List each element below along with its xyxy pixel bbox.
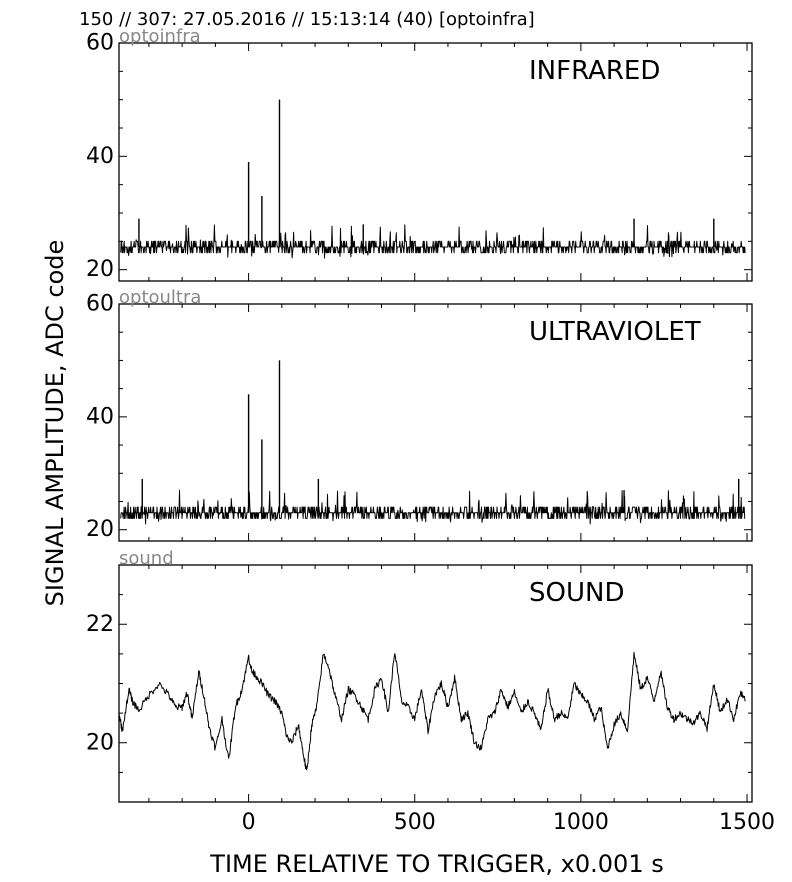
- y-tick-label: 20: [86, 257, 114, 282]
- figure-header: 150 // 307: 27.05.2016 // 15:13:14 (40) …: [79, 9, 535, 30]
- y-tick-label: 22: [86, 612, 114, 637]
- plot-frame: [118, 303, 753, 542]
- x-axis-label: TIME RELATIVE TO TRIGGER, x0.001 s: [209, 850, 663, 878]
- y-tick-label: 60: [86, 31, 114, 56]
- panel-title: ULTRAVIOLET: [529, 317, 701, 347]
- x-tick-label: 500: [394, 810, 436, 835]
- signal-trace: [118, 651, 746, 771]
- panel-ultraviolet: 20 40 60 optoultra ULTRAVIOLET: [86, 287, 753, 542]
- signal-trace: [120, 224, 746, 259]
- plot-frame: [118, 42, 753, 282]
- y-axis-label: SIGNAL AMPLITUDE, ADC code: [41, 240, 69, 607]
- y-tick-label: 60: [86, 292, 114, 317]
- panel-sound: 20 22 sound SOUND: [86, 548, 753, 803]
- y-tick-label: 20: [86, 730, 114, 755]
- panel-title: INFRARED: [529, 56, 660, 86]
- panel-infrared: 20 40 60 optoinfra INFRARED: [86, 26, 753, 282]
- signal-trace: [120, 489, 746, 525]
- y-tick-label: 40: [86, 404, 114, 429]
- data-source-label: optoultra: [119, 287, 201, 308]
- y-tick-label: 40: [86, 144, 114, 169]
- data-source-label: sound: [119, 548, 174, 569]
- plot-frame: [118, 564, 753, 803]
- y-tick-label: 20: [86, 517, 114, 542]
- panel-title: SOUND: [529, 578, 624, 608]
- data-source-label: optoinfra: [119, 26, 201, 47]
- x-tick-label: 0: [242, 810, 256, 835]
- x-tick-label: 1000: [553, 810, 609, 835]
- x-tick-label: 1500: [719, 810, 775, 835]
